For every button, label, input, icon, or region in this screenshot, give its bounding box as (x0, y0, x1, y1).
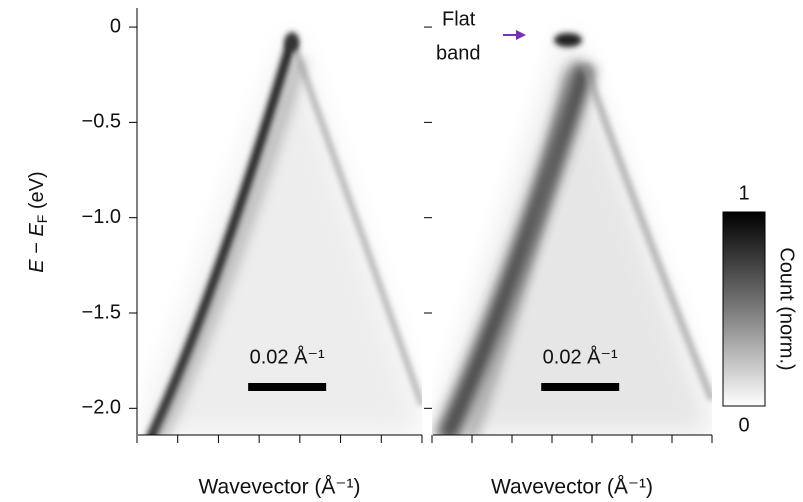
y-axis-label-part: E (26, 259, 48, 273)
x-axis-label: Wavevector (Å⁻¹) (199, 476, 361, 499)
spectrum-image (434, 30, 712, 440)
annotation-arrowhead (516, 30, 526, 40)
colorbar-tick-label: 0 (738, 414, 749, 436)
annotation: band (436, 42, 481, 64)
scale-bar (541, 383, 619, 391)
y-tick-label: −0.5 (82, 111, 121, 133)
scale-bar (248, 383, 326, 391)
scale-bar-label: 0.02 Å⁻¹ (250, 345, 325, 368)
y-axis-label-part: (eV) (26, 171, 48, 214)
y-axis-label-part: E (26, 223, 48, 237)
y-axis-label-part: − (26, 237, 48, 260)
y-tick-label: 0 (110, 15, 121, 37)
colorbar (723, 212, 765, 406)
y-tick-label: −1.5 (82, 301, 121, 323)
colorbar-label: Count (norm.) (776, 247, 798, 370)
figure: 0 −0.5 −1.0 −1.5 −2.0 Wavevector (Å⁻¹) 0.02 Å⁻… (0, 0, 803, 502)
y-axis-label: E − EF (eV) (26, 171, 49, 272)
y-tick-label: −2.0 (82, 397, 121, 419)
x-axis-label: Wavevector (Å⁻¹) (491, 476, 653, 499)
scale-bar-label: 0.02 Å⁻¹ (543, 345, 618, 368)
spectrum-image (140, 30, 422, 440)
x-ticks (137, 435, 712, 443)
y-axis-label-part: F (34, 215, 50, 224)
y-tick-label: −1.0 (82, 206, 121, 228)
annotation: Flat (442, 8, 476, 30)
colorbar-tick-label: 1 (738, 182, 749, 204)
